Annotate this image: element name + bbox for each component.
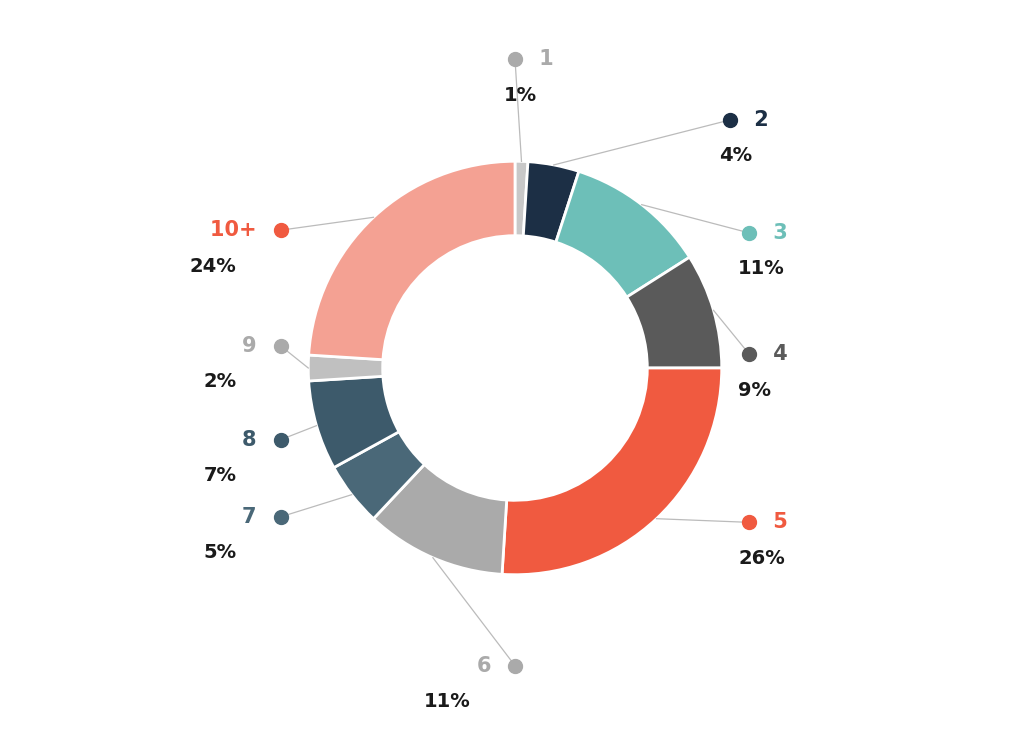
Text: 26%: 26% (739, 548, 785, 567)
Wedge shape (309, 161, 515, 360)
Text: 1: 1 (531, 49, 553, 69)
Text: 11%: 11% (424, 692, 471, 711)
Text: 4%: 4% (719, 146, 752, 166)
Wedge shape (308, 355, 383, 381)
Text: 5: 5 (766, 512, 788, 532)
Wedge shape (502, 368, 722, 575)
Wedge shape (515, 161, 528, 236)
Wedge shape (374, 464, 507, 574)
Wedge shape (626, 258, 722, 368)
Text: 2%: 2% (204, 372, 237, 392)
Text: 9: 9 (242, 336, 264, 356)
Wedge shape (556, 171, 689, 297)
Text: 5%: 5% (204, 543, 237, 562)
Text: 2: 2 (747, 110, 768, 130)
Wedge shape (334, 432, 424, 519)
Text: 7: 7 (242, 507, 264, 527)
Text: 9%: 9% (739, 381, 771, 400)
Text: 11%: 11% (739, 259, 785, 278)
Wedge shape (523, 162, 579, 242)
Text: 8: 8 (242, 430, 264, 450)
Text: 24%: 24% (190, 257, 237, 275)
Text: 1%: 1% (504, 85, 537, 105)
Text: 10+: 10+ (210, 220, 264, 240)
Text: 4: 4 (766, 344, 788, 364)
Text: 3: 3 (766, 223, 788, 243)
Text: 7%: 7% (204, 466, 237, 485)
Wedge shape (309, 376, 399, 467)
Text: 6: 6 (477, 656, 499, 676)
